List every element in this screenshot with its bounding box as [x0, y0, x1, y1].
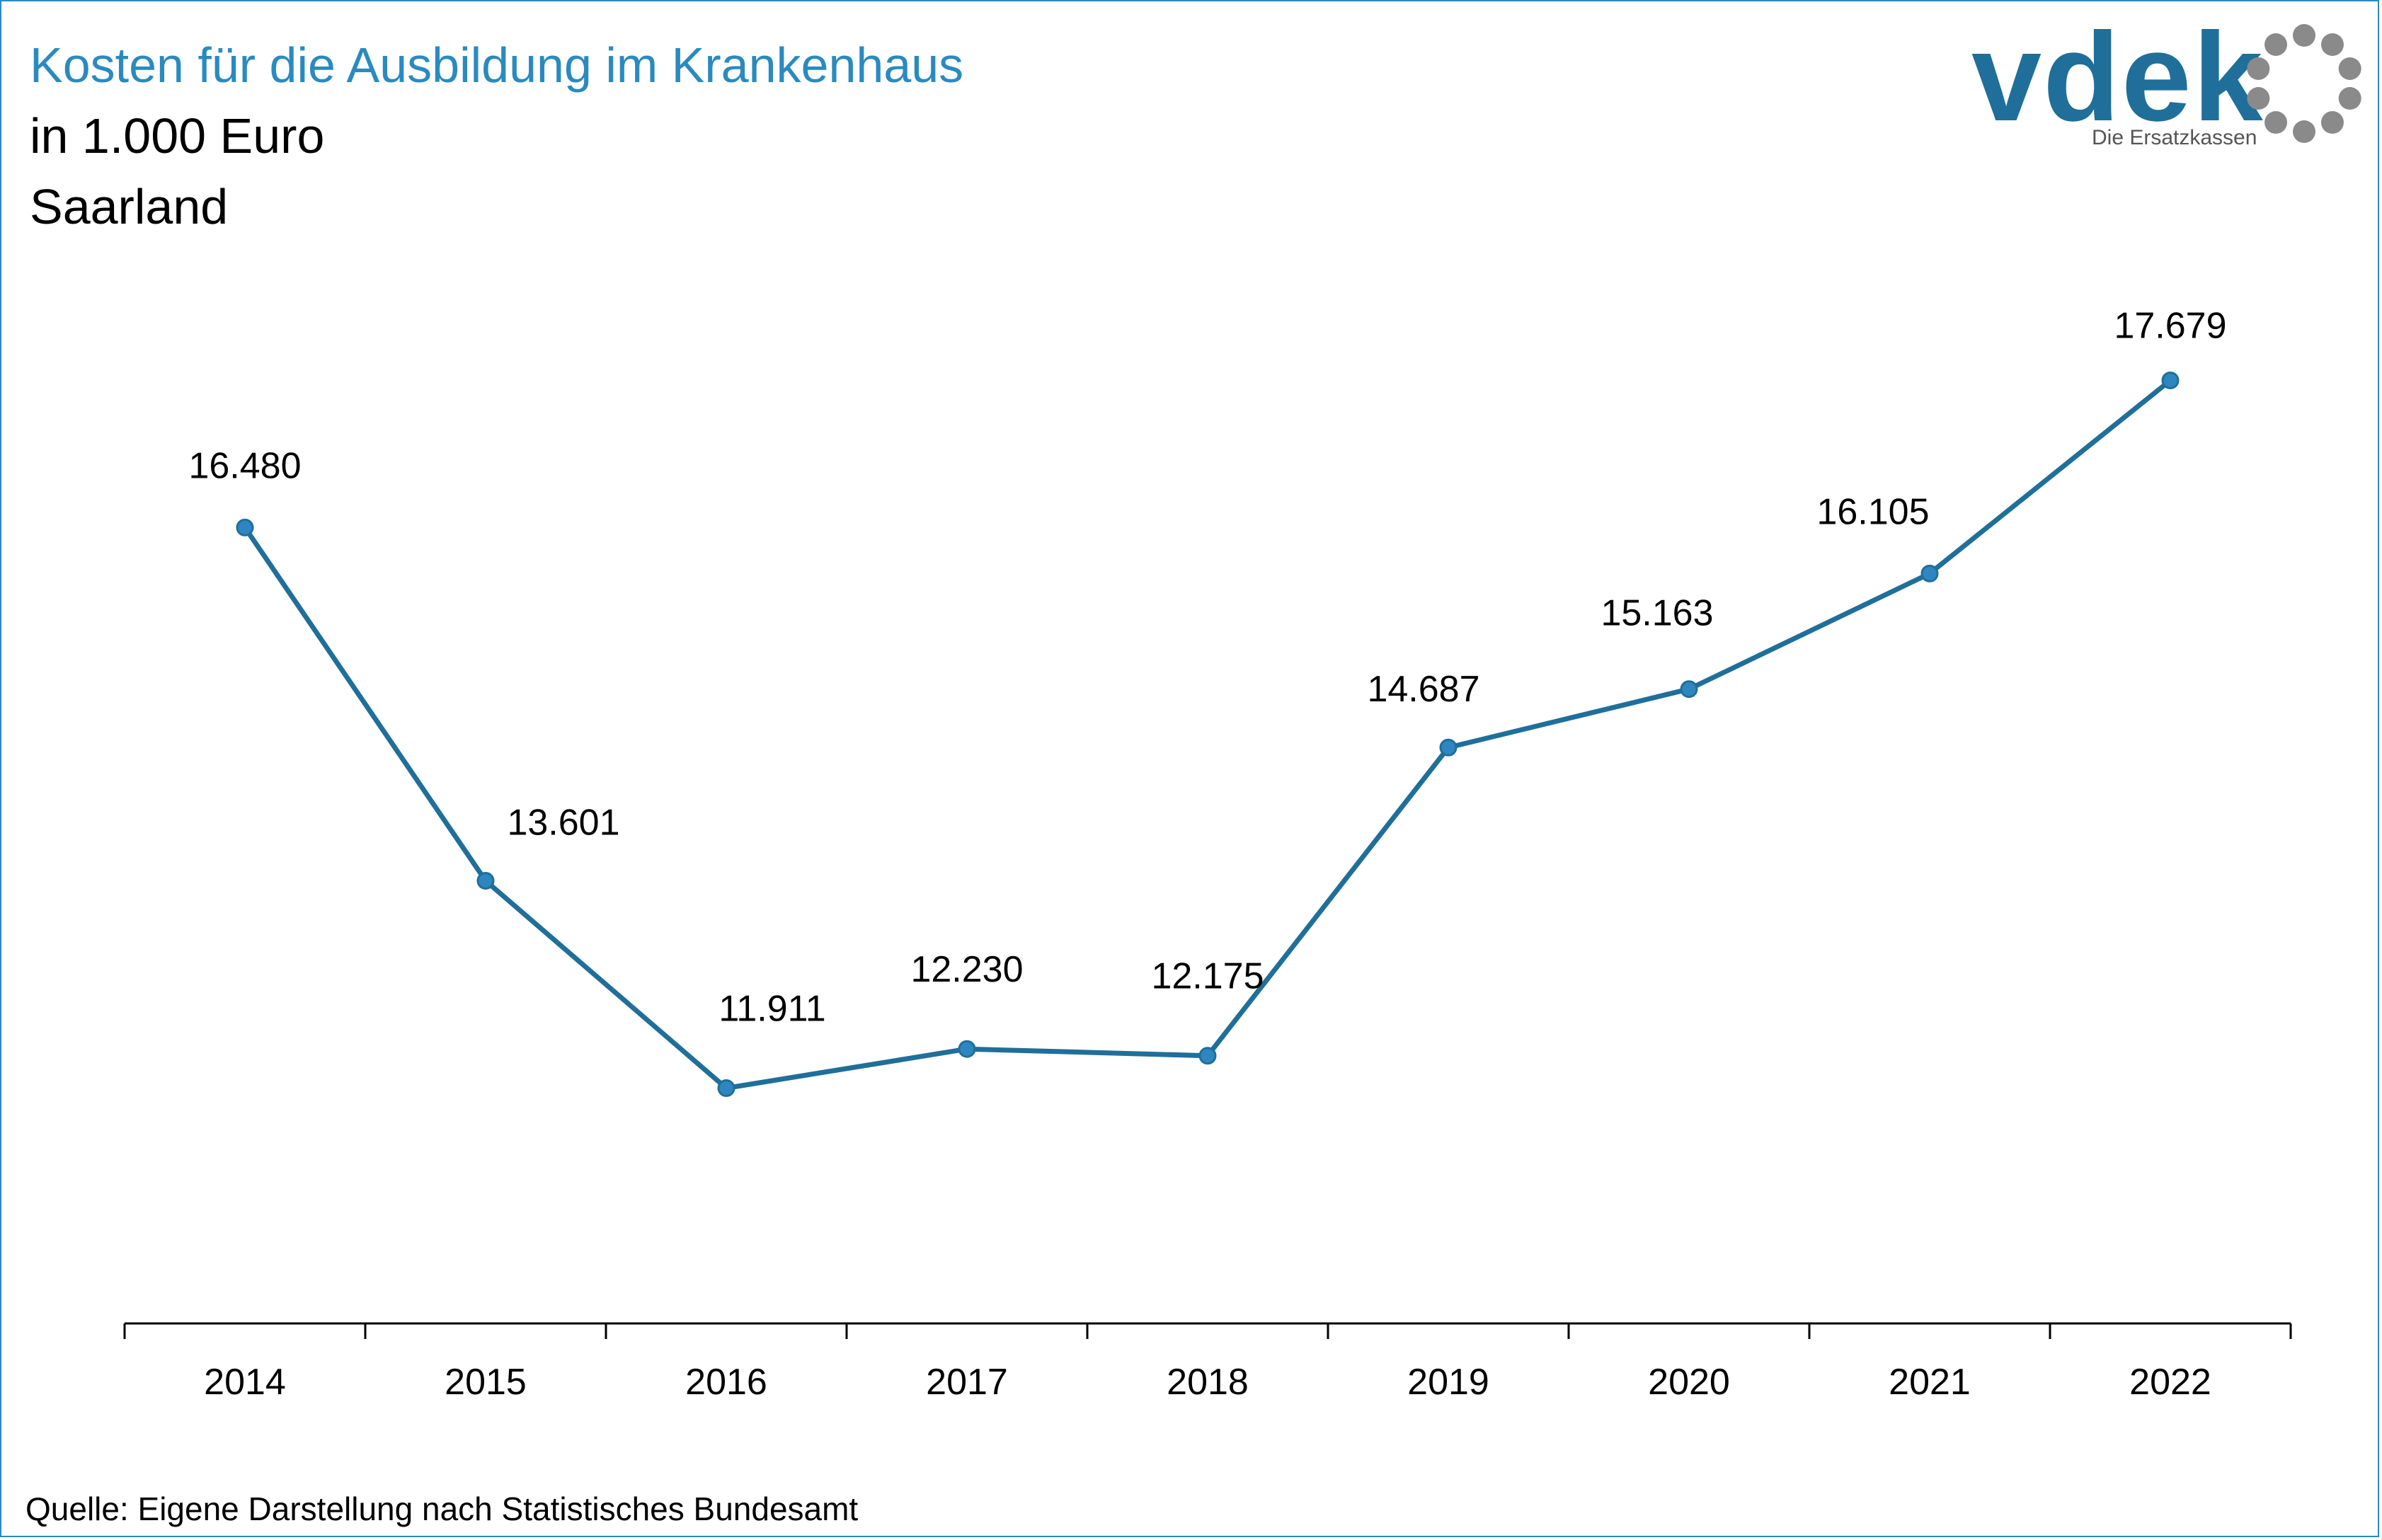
logo-ring-dot: [2247, 87, 2270, 110]
chart-unit: in 1.000 Euro: [30, 108, 325, 163]
logo-ring-icon: [2247, 24, 2361, 143]
logo-ring-dot: [2264, 33, 2288, 56]
data-label: 15.163: [1601, 593, 1713, 634]
x-tick-label: 2016: [685, 1362, 767, 1403]
vdek-logo: vdek Die Ersatzkassen: [1971, 6, 2368, 161]
logo-wordmark: vdek: [1971, 6, 2264, 147]
data-label: 14.687: [1367, 669, 1479, 710]
x-tick-label: 2021: [1889, 1362, 1971, 1403]
data-label: 11.911: [718, 989, 825, 1030]
x-tick-label: 2014: [204, 1362, 286, 1403]
x-tick-label: 2015: [445, 1362, 527, 1403]
chart-title: Kosten für die Ausbildung im Krankenhaus: [30, 38, 964, 93]
logo-ring-dot: [2320, 111, 2344, 134]
logo-ring-dot: [2338, 87, 2361, 110]
data-label: 12.175: [1151, 956, 1264, 997]
logo-ring-dot: [2247, 57, 2270, 80]
x-tick-label: 2020: [1648, 1362, 1730, 1403]
data-label: 16.105: [1816, 491, 1929, 532]
data-point: [1920, 564, 1939, 582]
x-tick-label: 2019: [1407, 1362, 1489, 1403]
data-point: [1680, 680, 1698, 699]
data-point: [2161, 372, 2180, 389]
data-label: 12.230: [910, 949, 1023, 990]
data-point: [236, 518, 254, 536]
chart-region: Saarland: [30, 179, 229, 234]
x-tick-label: 2017: [926, 1362, 1008, 1403]
logo-ring-dot: [2338, 57, 2361, 80]
data-label: 13.601: [507, 803, 619, 844]
data-point: [958, 1040, 976, 1058]
logo-ring-dot: [2293, 120, 2315, 143]
logo-ring-dot: [2264, 111, 2288, 134]
data-point: [476, 872, 495, 890]
x-tick-label: 2022: [2129, 1362, 2211, 1403]
source-note: Quelle: Eigene Darstellung nach Statisti…: [25, 1490, 859, 1527]
data-point: [1439, 738, 1458, 757]
logo-ring-dot: [2293, 24, 2315, 47]
data-point: [717, 1079, 735, 1097]
logo-tagline: Die Ersatzkassen: [2092, 126, 2257, 149]
x-tick-label: 2018: [1167, 1362, 1249, 1403]
data-label: 17.679: [2114, 306, 2226, 347]
data-label: 16.480: [188, 445, 301, 486]
logo-ring-dot: [2320, 33, 2344, 56]
data-point: [1198, 1047, 1217, 1065]
